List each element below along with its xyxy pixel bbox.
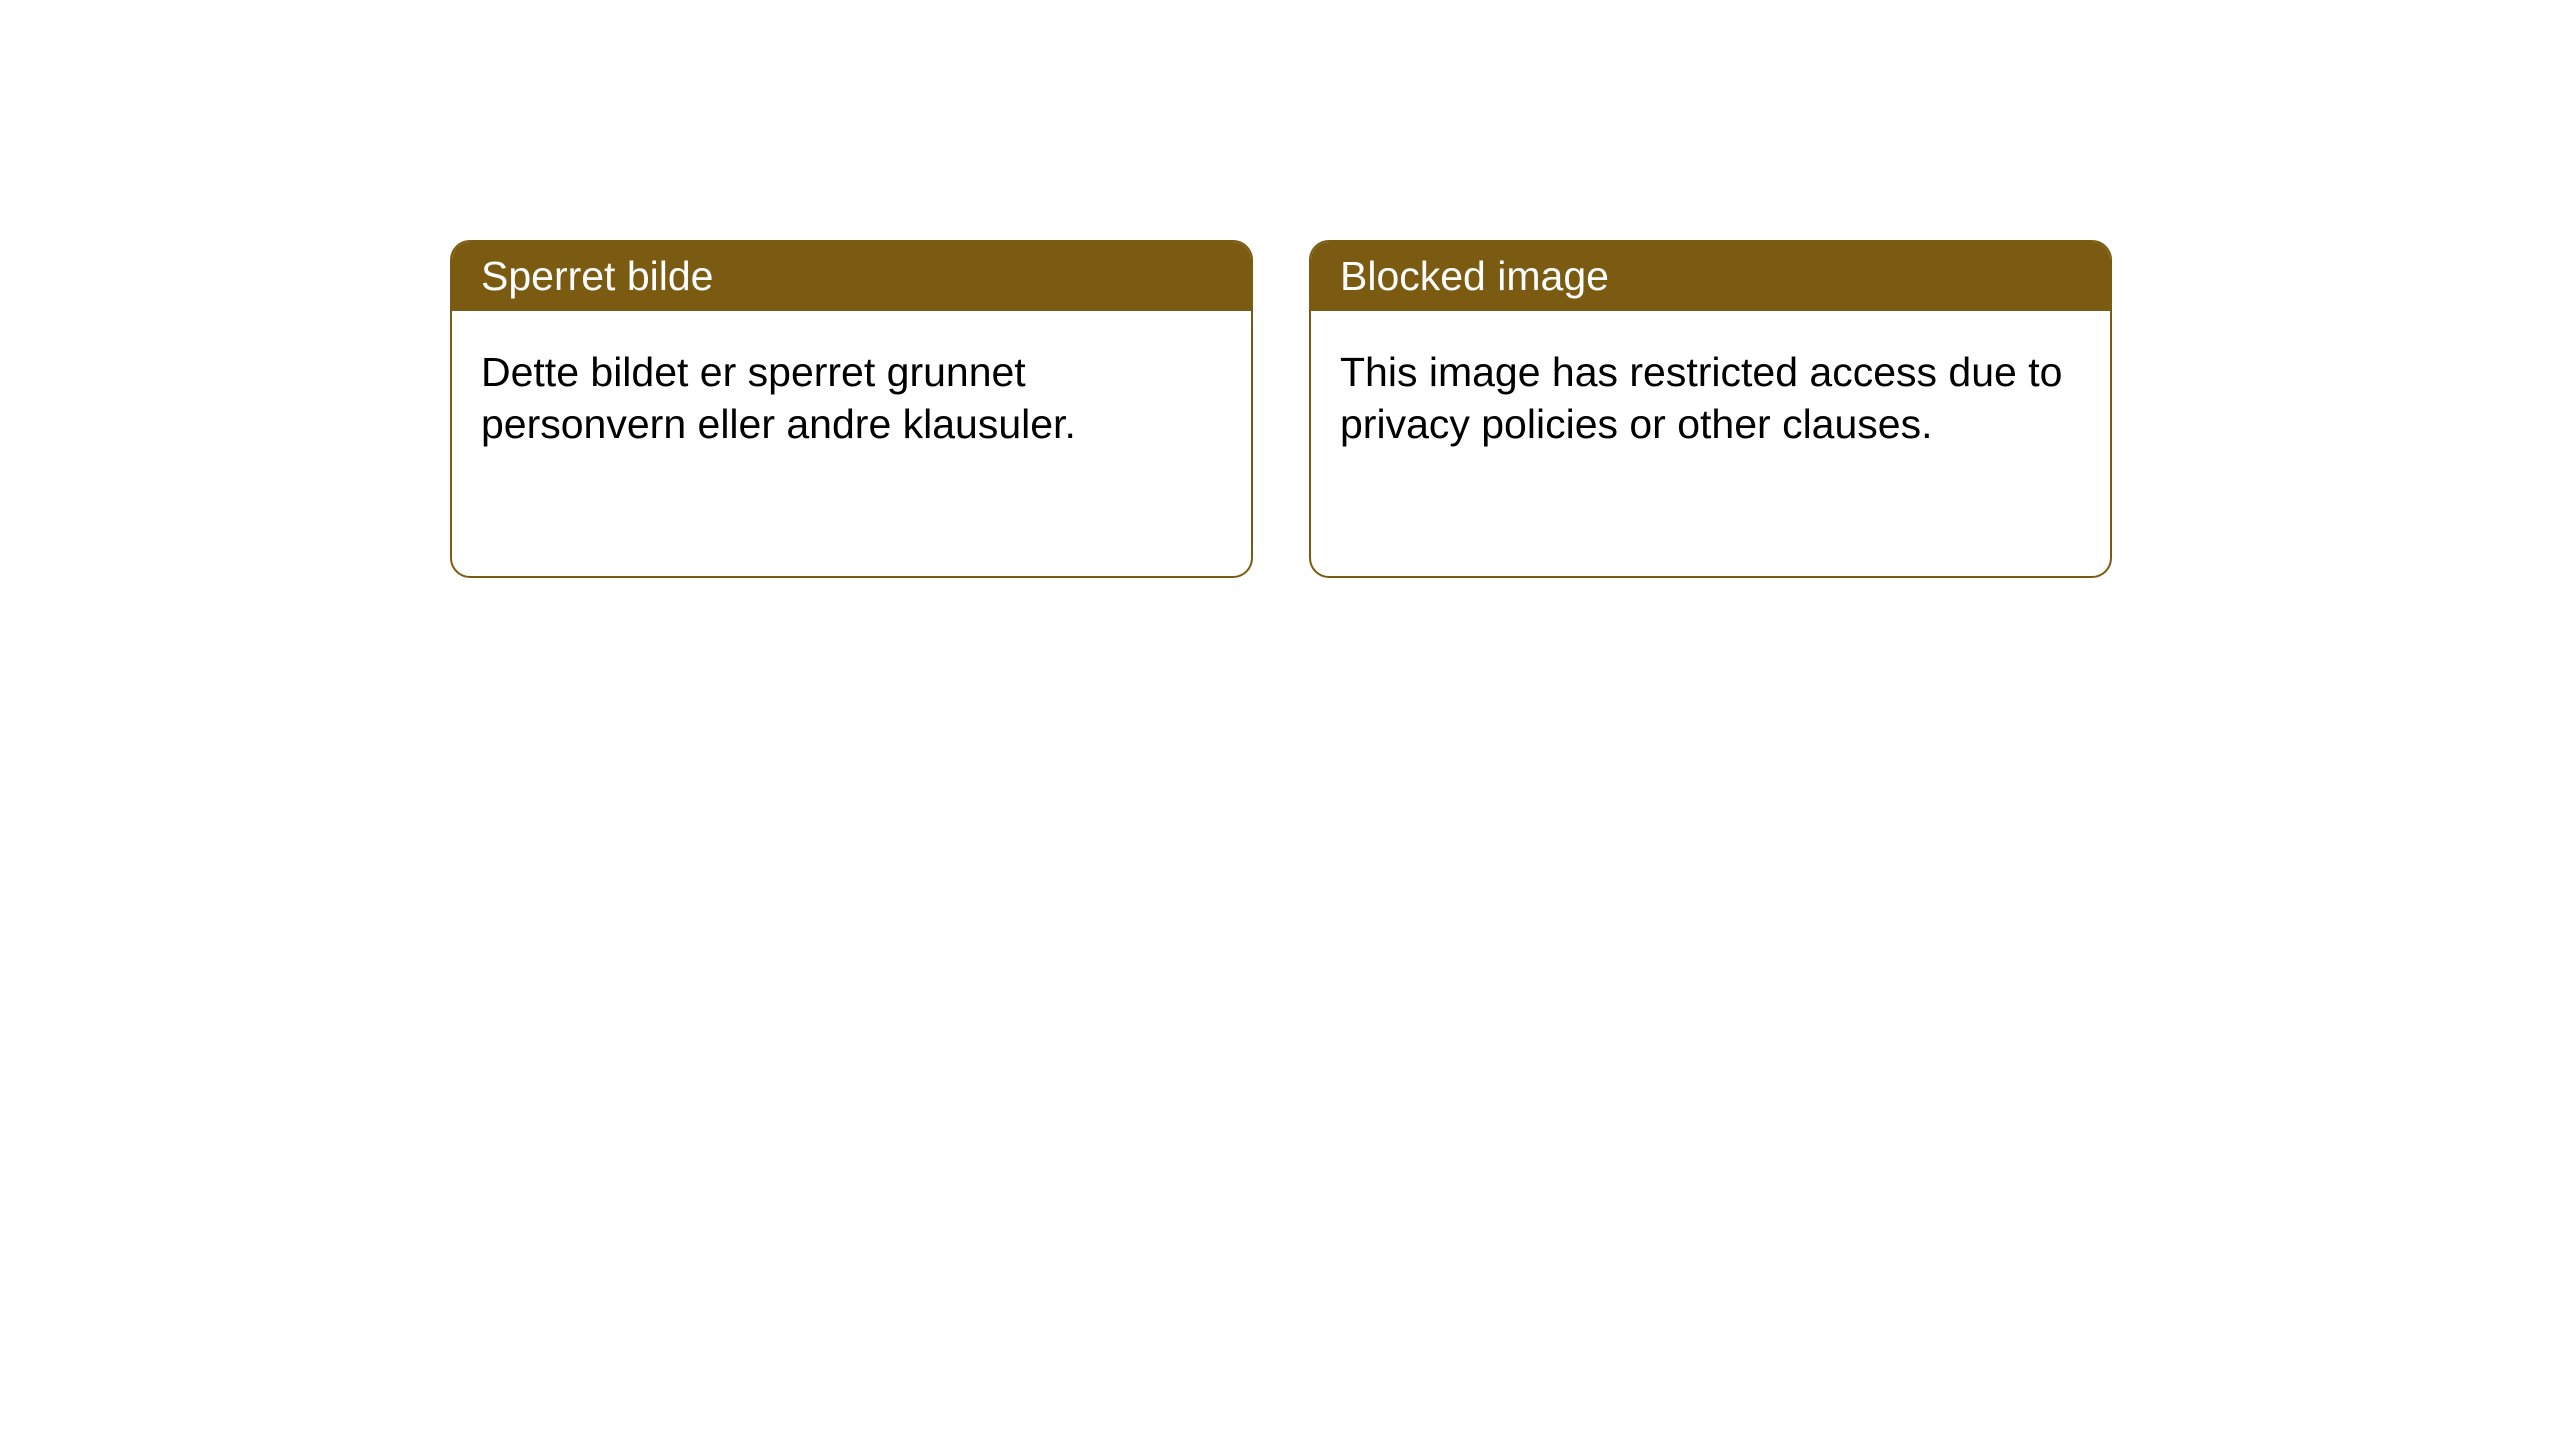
notice-header: Sperret bilde [452, 242, 1251, 311]
notice-title: Sperret bilde [481, 253, 713, 299]
notice-body: Dette bildet er sperret grunnet personve… [452, 311, 1251, 480]
notice-body: This image has restricted access due to … [1311, 311, 2110, 480]
notice-box-english: Blocked image This image has restricted … [1309, 240, 2112, 578]
notices-container: Sperret bilde Dette bildet er sperret gr… [450, 240, 2112, 578]
notice-header: Blocked image [1311, 242, 2110, 311]
notice-title: Blocked image [1340, 253, 1609, 299]
notice-box-norwegian: Sperret bilde Dette bildet er sperret gr… [450, 240, 1253, 578]
notice-body-text: This image has restricted access due to … [1340, 349, 2062, 447]
notice-body-text: Dette bildet er sperret grunnet personve… [481, 349, 1076, 447]
